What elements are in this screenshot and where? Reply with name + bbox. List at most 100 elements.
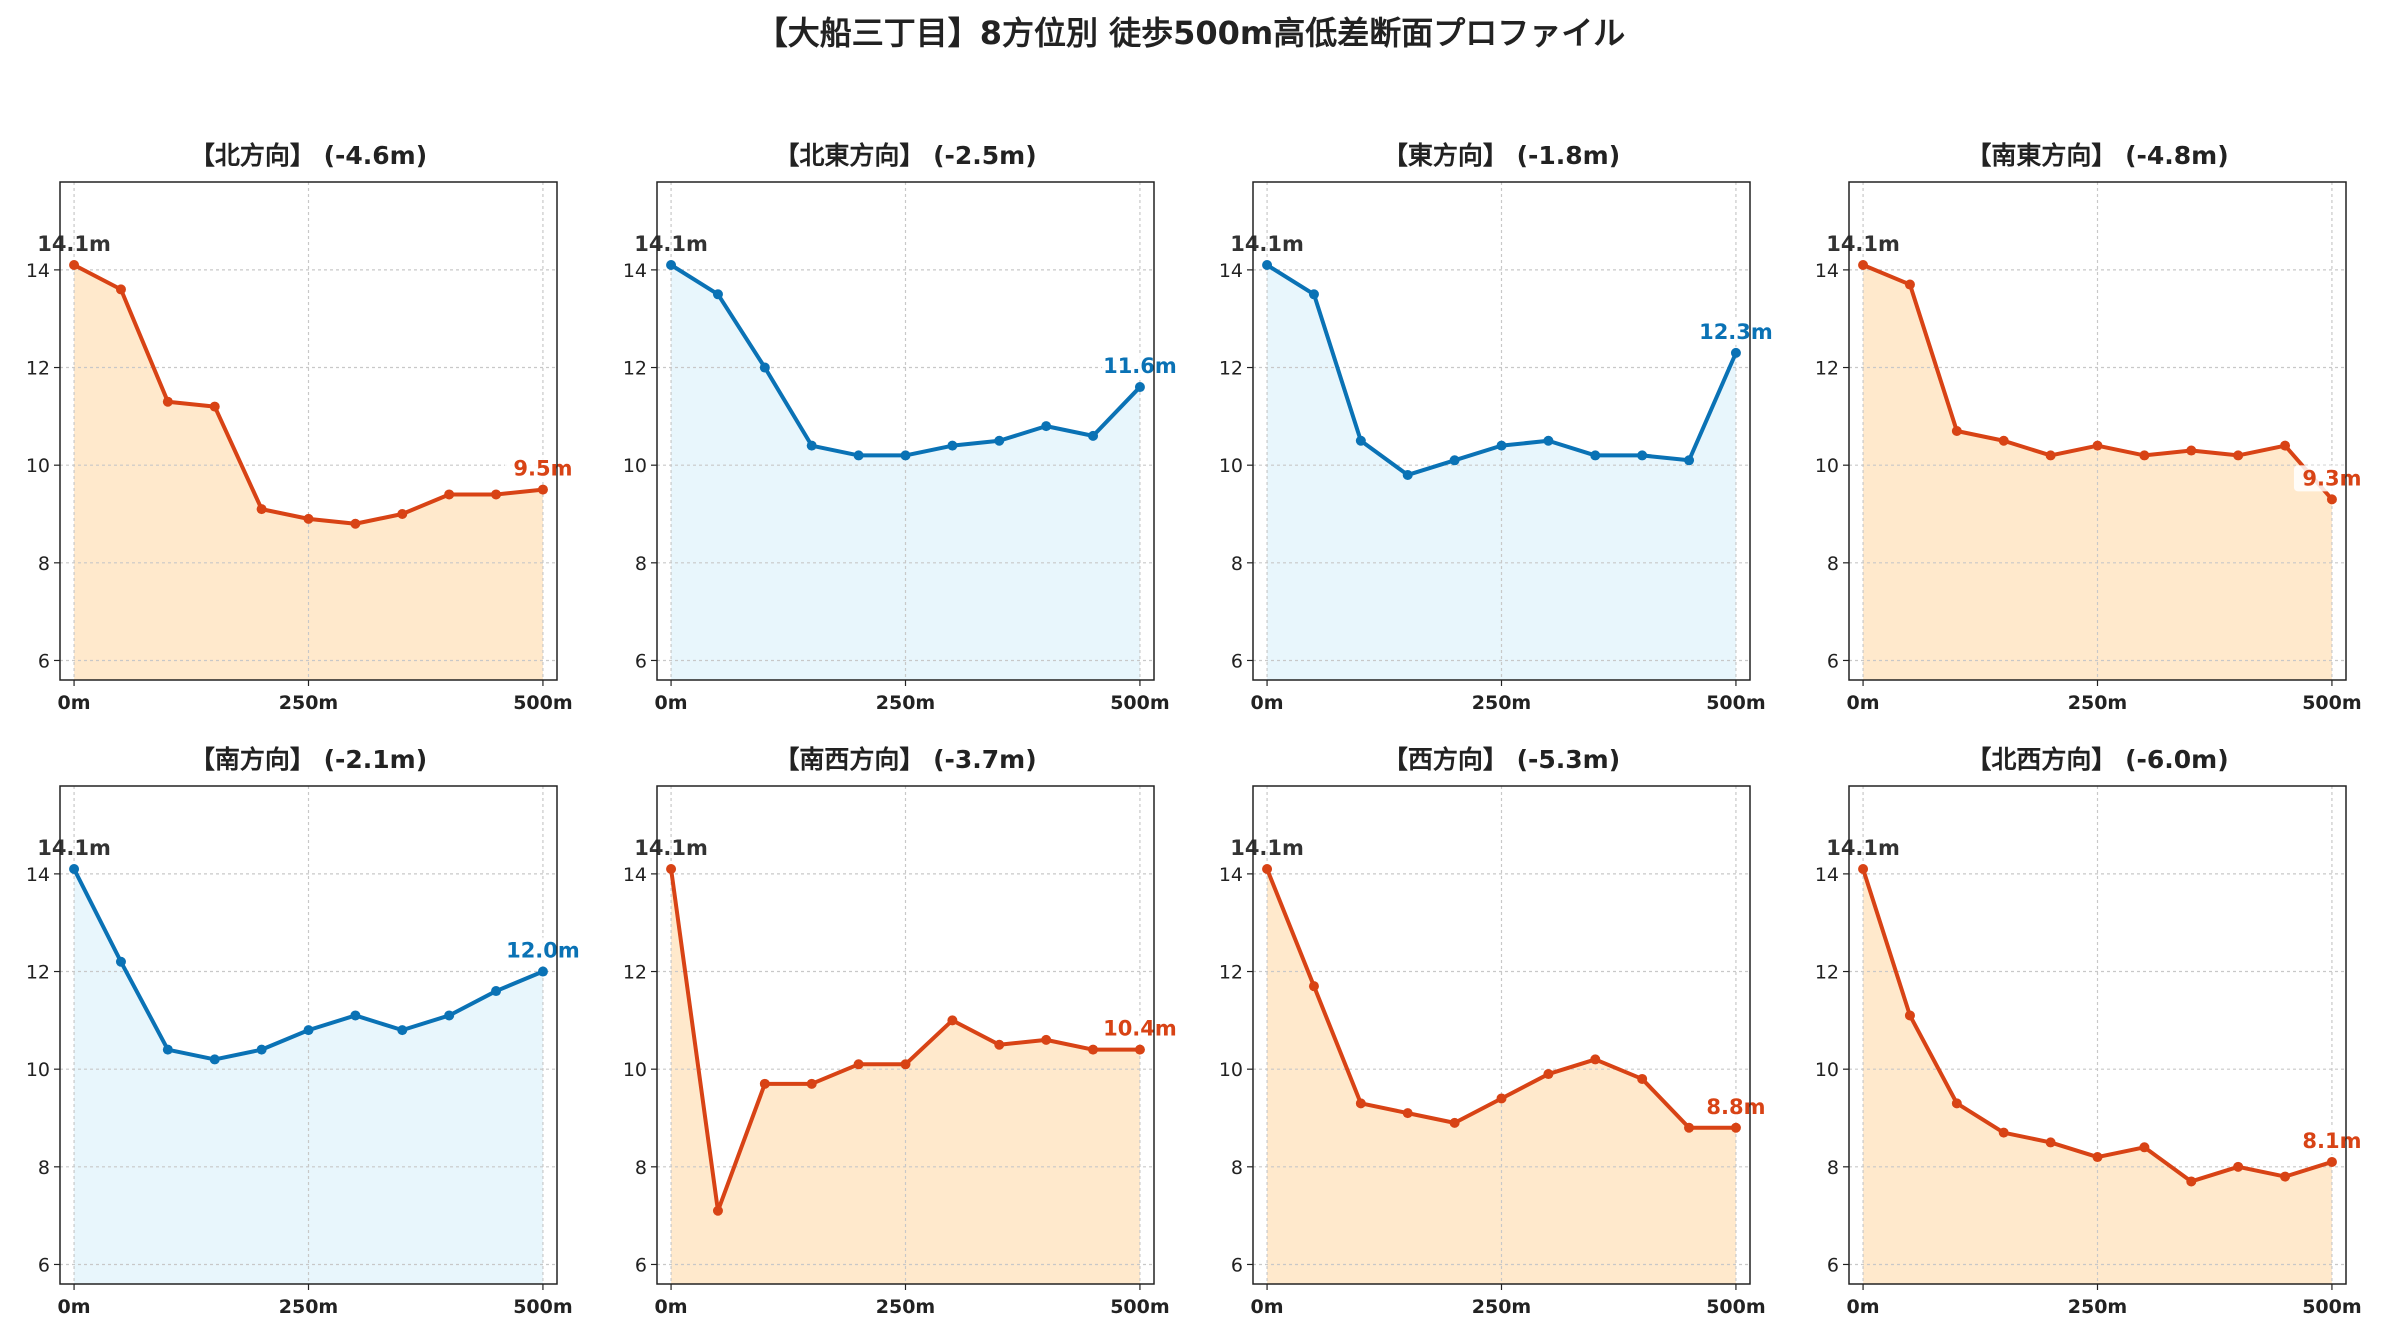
x-tick-label: 250m xyxy=(279,1296,338,1318)
y-tick-label: 10 xyxy=(26,455,50,477)
y-tick-label: 12 xyxy=(26,358,50,380)
end-elevation-label: 11.6m xyxy=(1103,354,1177,378)
x-tick-label: 500m xyxy=(1706,1296,1765,1318)
panel-6: 【南西方向】 (-3.7m) 6 8 10 12 14 0m 250m 500m 14.1m 10.… xyxy=(623,745,1178,1318)
y-tick-label: 12 xyxy=(623,962,647,984)
data-point xyxy=(1088,1044,1099,1055)
data-point xyxy=(2139,450,2150,461)
data-point xyxy=(994,435,1005,446)
data-point xyxy=(69,260,80,270)
x-tick-label: 500m xyxy=(1110,692,1169,714)
data-point xyxy=(1088,430,1099,441)
data-point xyxy=(759,1078,770,1089)
y-tick-label: 12 xyxy=(1219,962,1243,984)
data-point xyxy=(759,362,770,373)
data-point xyxy=(2139,1142,2150,1153)
data-point xyxy=(69,864,80,874)
data-point xyxy=(666,864,677,874)
figure-title: 【大船三丁目】8方位別 徒歩500m高低差断面プロファイル xyxy=(755,14,1626,52)
data-point xyxy=(947,440,958,451)
data-point xyxy=(712,289,723,300)
data-point xyxy=(1449,455,1460,466)
plot-frame xyxy=(1848,181,2347,681)
data-point xyxy=(1262,864,1273,874)
y-tick-label: 6 xyxy=(1827,1254,1839,1276)
end-elevation-label: 12.3m xyxy=(1699,320,1773,344)
y-tick-label: 10 xyxy=(623,455,647,477)
data-point xyxy=(1543,435,1554,446)
x-tick-label: 250m xyxy=(279,692,338,714)
y-tick-label: 12 xyxy=(1815,962,1839,984)
data-point xyxy=(1904,279,1915,290)
x-tick-label: 250m xyxy=(876,1296,935,1318)
x-tick-label: 0m xyxy=(58,1296,91,1318)
data-point xyxy=(115,284,126,295)
data-point xyxy=(2092,440,2103,451)
panel-8: 【北西方向】 (-6.0m) 6 8 10 12 14 0m 250m 500m 14.1m 8.1… xyxy=(1815,745,2370,1318)
y-tick-label: 14 xyxy=(26,864,50,886)
data-point xyxy=(2186,1176,2197,1187)
x-tick-label: 0m xyxy=(1251,692,1284,714)
data-point xyxy=(853,1059,864,1070)
y-tick-label: 10 xyxy=(623,1059,647,1081)
y-tick-label: 12 xyxy=(26,962,50,984)
panel-title: 【南方向】 (-2.1m) xyxy=(190,745,427,774)
data-point xyxy=(806,440,817,451)
data-point xyxy=(491,986,502,997)
data-point xyxy=(1402,1108,1413,1119)
data-point xyxy=(1134,382,1145,393)
start-elevation-label: 14.1m xyxy=(37,836,111,860)
data-point xyxy=(2233,1161,2244,1172)
x-tick-label: 500m xyxy=(1706,692,1765,714)
y-tick-label: 8 xyxy=(1827,553,1839,575)
plot-frame xyxy=(1252,785,1751,1285)
data-point xyxy=(209,401,220,412)
data-point xyxy=(162,1044,173,1055)
plot-frame xyxy=(1252,181,1751,681)
data-point xyxy=(1998,435,2009,446)
y-tick-label: 6 xyxy=(38,650,50,672)
profile-fill xyxy=(1863,869,2332,1284)
end-label-background xyxy=(1697,318,1774,345)
panel-title: 【西方向】 (-5.3m) xyxy=(1383,745,1620,774)
end-label-background xyxy=(504,937,581,964)
profile-fill xyxy=(74,265,543,680)
data-point xyxy=(1355,435,1366,446)
y-tick-label: 8 xyxy=(1231,553,1243,575)
data-point xyxy=(1590,1054,1601,1065)
y-tick-label: 6 xyxy=(635,650,647,672)
data-point xyxy=(947,1015,958,1026)
start-elevation-label: 14.1m xyxy=(1230,836,1304,860)
data-point xyxy=(1998,1127,2009,1138)
data-point xyxy=(115,956,126,967)
x-tick-label: 250m xyxy=(1472,692,1531,714)
start-elevation-label: 14.1m xyxy=(1826,232,1900,256)
panel-title: 【東方向】 (-1.8m) xyxy=(1383,141,1620,170)
y-tick-label: 14 xyxy=(623,260,647,282)
data-point xyxy=(1496,1093,1507,1104)
data-point xyxy=(2045,1137,2056,1148)
y-tick-label: 8 xyxy=(635,1157,647,1179)
x-tick-label: 250m xyxy=(2068,692,2127,714)
data-point xyxy=(1355,1098,1366,1109)
plot-frame xyxy=(1848,785,2347,1285)
y-tick-label: 12 xyxy=(1219,358,1243,380)
x-tick-label: 0m xyxy=(1847,692,1880,714)
end-elevation-label: 8.1m xyxy=(2302,1129,2361,1153)
data-point xyxy=(1684,1122,1695,1133)
panel-4: 【南東方向】 (-4.8m) 6 8 10 12 14 0m 250m 500m 14.1m 9.3… xyxy=(1815,141,2370,714)
data-point xyxy=(994,1039,1005,1050)
x-tick-label: 500m xyxy=(513,1296,572,1318)
end-label-background xyxy=(1101,1015,1178,1042)
data-point xyxy=(2233,450,2244,461)
data-point xyxy=(1904,1010,1915,1021)
data-point xyxy=(1730,1122,1741,1133)
y-tick-label: 6 xyxy=(1231,650,1243,672)
data-point xyxy=(491,489,502,500)
end-elevation-label: 9.3m xyxy=(2302,466,2361,490)
data-point xyxy=(256,1044,267,1055)
y-tick-label: 6 xyxy=(38,1254,50,1276)
data-point xyxy=(2092,1152,2103,1163)
x-tick-label: 0m xyxy=(655,692,688,714)
